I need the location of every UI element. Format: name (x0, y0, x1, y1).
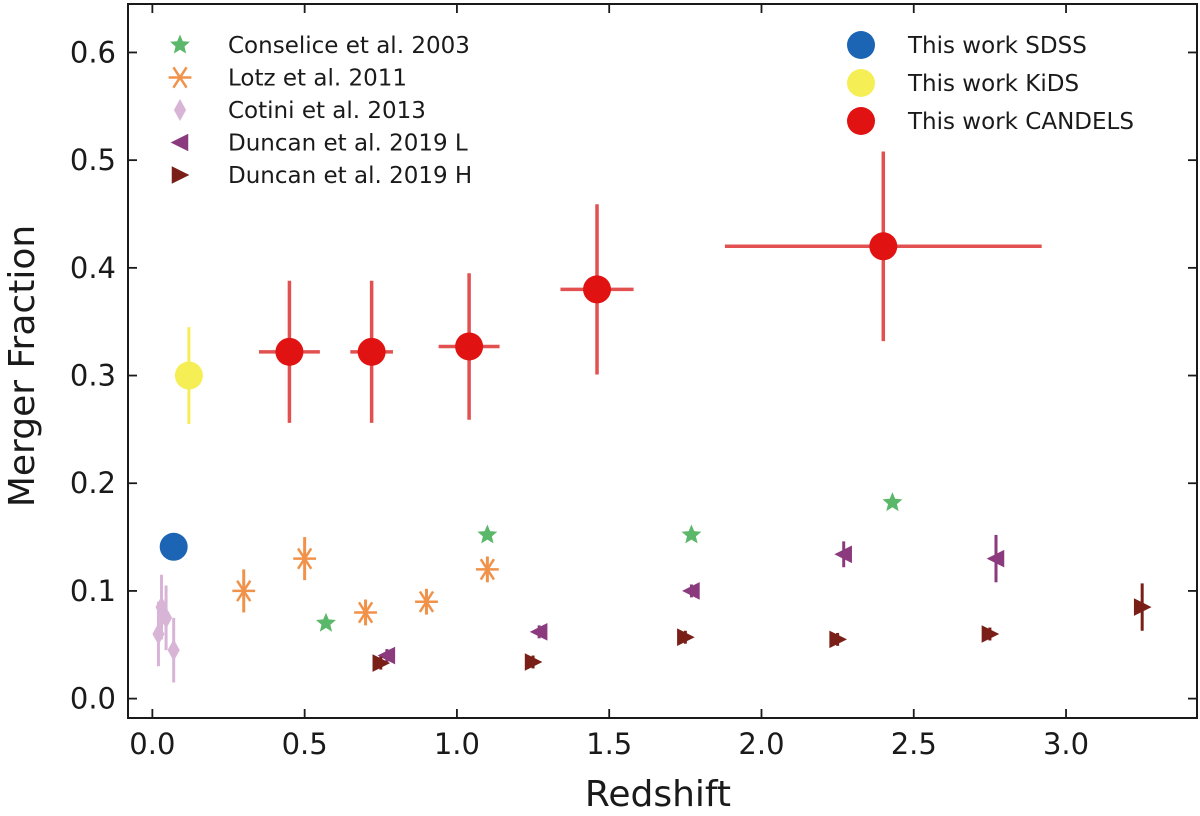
legend-marker (847, 31, 875, 59)
legend-label: Duncan et al. 2019 L (228, 131, 468, 157)
data-point (677, 628, 695, 647)
data-point (524, 653, 543, 671)
x-tick-label: 0.0 (129, 727, 175, 761)
series-duncan-et-al-2019-l (377, 534, 1005, 665)
data-point (829, 630, 847, 649)
x-tick-label: 1.5 (586, 727, 632, 761)
data-layer (152, 151, 1152, 683)
y-tick-label: 0.6 (70, 35, 116, 69)
legend-marker (847, 69, 875, 97)
legend-marker (847, 107, 875, 135)
data-point (377, 646, 396, 665)
data-point (275, 337, 304, 366)
legend-marker (170, 34, 190, 54)
data-point (167, 639, 180, 662)
y-tick-label: 0.0 (70, 682, 116, 716)
legend-label: Duncan et al. 2019 H (228, 163, 472, 189)
data-point (681, 524, 702, 544)
data-point (529, 623, 548, 641)
data-point (357, 337, 386, 366)
data-point (1133, 598, 1152, 616)
legend: Conselice et al. 2003 Lotz et al. 2011 Cot… (168, 31, 1134, 189)
data-point (475, 558, 499, 581)
data-point (986, 549, 1005, 568)
legend-label: This work KiDS (907, 71, 1079, 97)
legend-marker (170, 133, 189, 152)
series-this-work-candels (258, 151, 1042, 423)
x-axis-label: Redshift (585, 774, 731, 815)
data-point (981, 625, 1000, 643)
x-tick-label: 3.0 (1043, 727, 1089, 761)
data-point (477, 524, 498, 544)
plot-frame (127, 3, 1198, 719)
data-point (293, 547, 317, 570)
legend-marker (173, 99, 187, 121)
legend-marker (171, 166, 190, 184)
y-tick-label: 0.3 (70, 359, 116, 393)
data-point (316, 612, 336, 632)
legend-marker (168, 66, 192, 89)
data-point (834, 545, 852, 564)
legend-label: This work CANDELS (907, 109, 1134, 135)
data-point (415, 590, 438, 613)
y-tick-label: 0.2 (70, 466, 116, 500)
series-conselice-et-al-2003 (316, 492, 903, 632)
data-point (682, 582, 700, 600)
data-point (160, 606, 173, 629)
data-point (882, 492, 903, 512)
y-tick-label: 0.4 (70, 251, 116, 285)
series-cotini-et-al-2013 (152, 574, 180, 683)
series-duncan-et-al-2019-h (372, 583, 1152, 672)
legend-label: Cotini et al. 2013 (228, 98, 426, 124)
data-point (155, 596, 168, 619)
axes: 0.0 0.5 1.0 1.5 2.0 2.5 3.0 0.0 0.1 0.2 0.3 0.4 0.5 0… (70, 3, 1198, 761)
legend-label: Conselice et al. 2003 (228, 33, 470, 59)
data-point (232, 580, 256, 602)
data-point (372, 654, 391, 672)
data-point (455, 332, 484, 361)
x-tick-label: 2.5 (891, 727, 937, 761)
legend-label: This work SDSS (907, 33, 1087, 59)
data-point (174, 361, 203, 390)
data-point (159, 532, 188, 561)
series-this-work-kids (174, 327, 203, 424)
series-this-work-sdss (159, 532, 188, 561)
y-tick-label: 0.1 (70, 574, 116, 608)
data-point (354, 601, 377, 624)
series-lotz-et-al-2011 (232, 537, 499, 626)
data-point (583, 275, 612, 304)
data-point (869, 232, 898, 261)
x-tick-label: 1.0 (434, 727, 480, 761)
x-tick-label: 2.0 (738, 727, 784, 761)
y-tick-label: 0.5 (70, 143, 116, 177)
y-axis-label: Merger Fraction (2, 225, 43, 507)
x-tick-label: 0.5 (282, 727, 328, 761)
legend-label: Lotz et al. 2011 (228, 66, 407, 92)
